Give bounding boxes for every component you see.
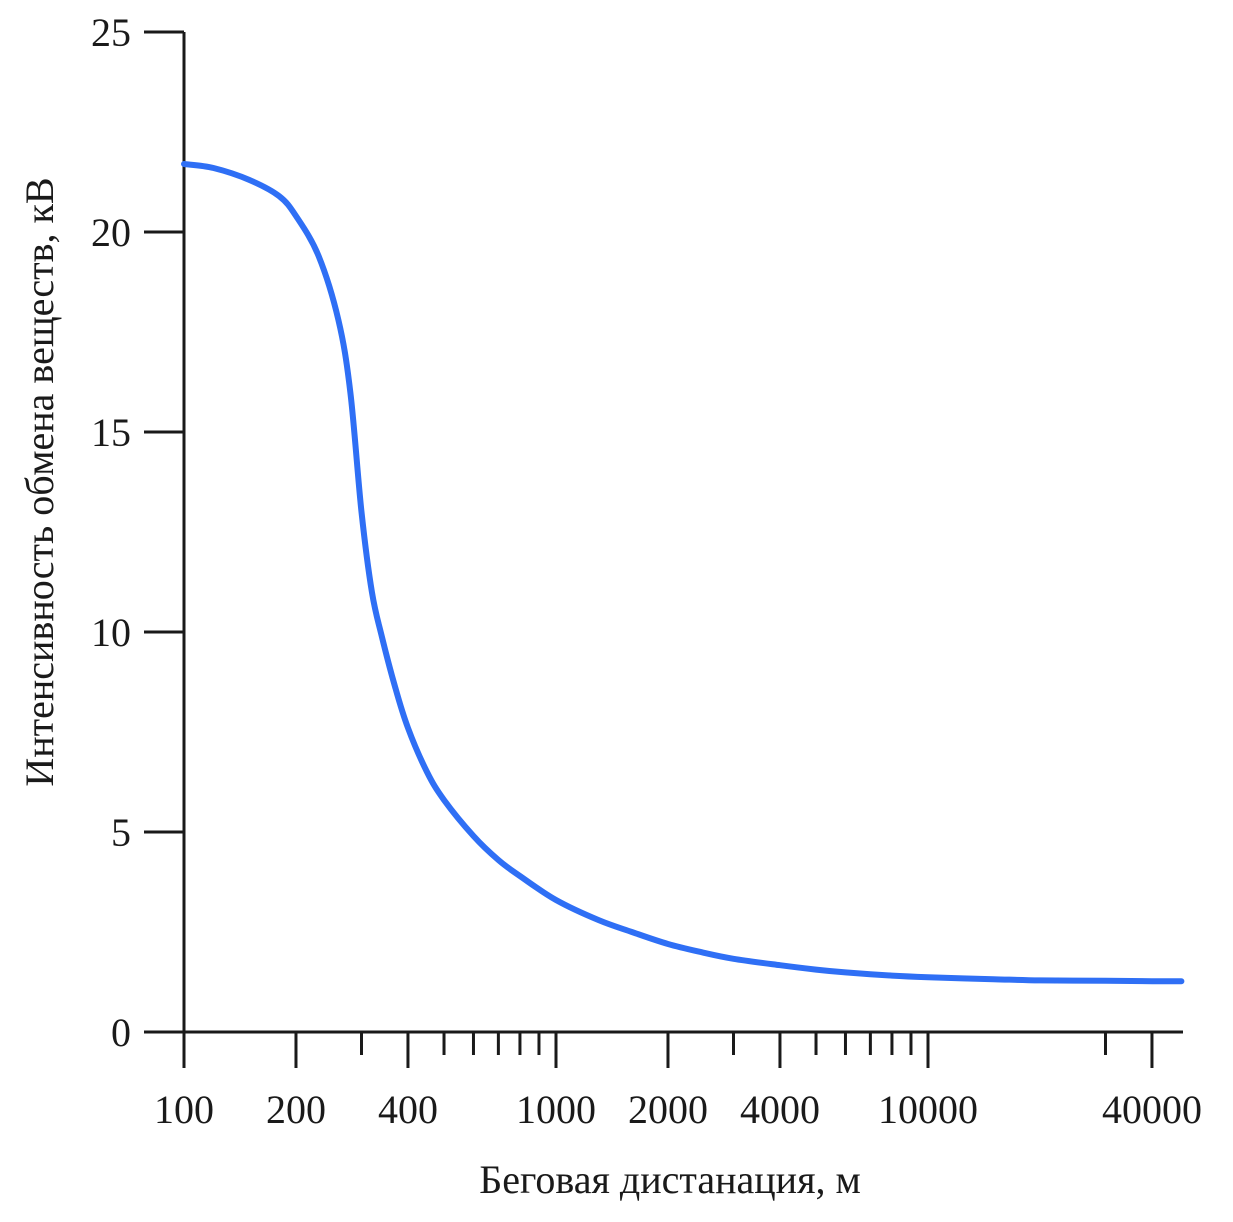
x-tick-label: 4000 xyxy=(740,1087,820,1132)
x-tick-label: 40000 xyxy=(1102,1087,1202,1132)
y-tick-label: 25 xyxy=(91,10,131,55)
series-line xyxy=(184,164,1181,981)
y-tick-label: 10 xyxy=(91,610,131,655)
y-tick-label: 15 xyxy=(91,410,131,455)
x-tick-label: 10000 xyxy=(878,1087,978,1132)
x-tick-label: 2000 xyxy=(628,1087,708,1132)
y-tick-label: 5 xyxy=(111,810,131,855)
x-tick-label: 200 xyxy=(266,1087,326,1132)
x-axis-ticks: 100 200 400 1000 2000 4000 10000 40000 xyxy=(154,1032,1202,1132)
y-tick-label: 0 xyxy=(111,1010,131,1055)
x-tick-label: 400 xyxy=(378,1087,438,1132)
series-group xyxy=(184,164,1181,981)
y-axis-ticks: 0 5 10 15 20 25 xyxy=(91,10,184,1055)
x-tick-label: 100 xyxy=(154,1087,214,1132)
y-tick-label: 20 xyxy=(91,210,131,255)
x-axis-title: Беговая дистанация, м xyxy=(479,1157,861,1202)
x-tick-label: 1000 xyxy=(516,1087,596,1132)
y-axis-title: Интенсивность обмена веществ, кВ xyxy=(17,177,62,786)
